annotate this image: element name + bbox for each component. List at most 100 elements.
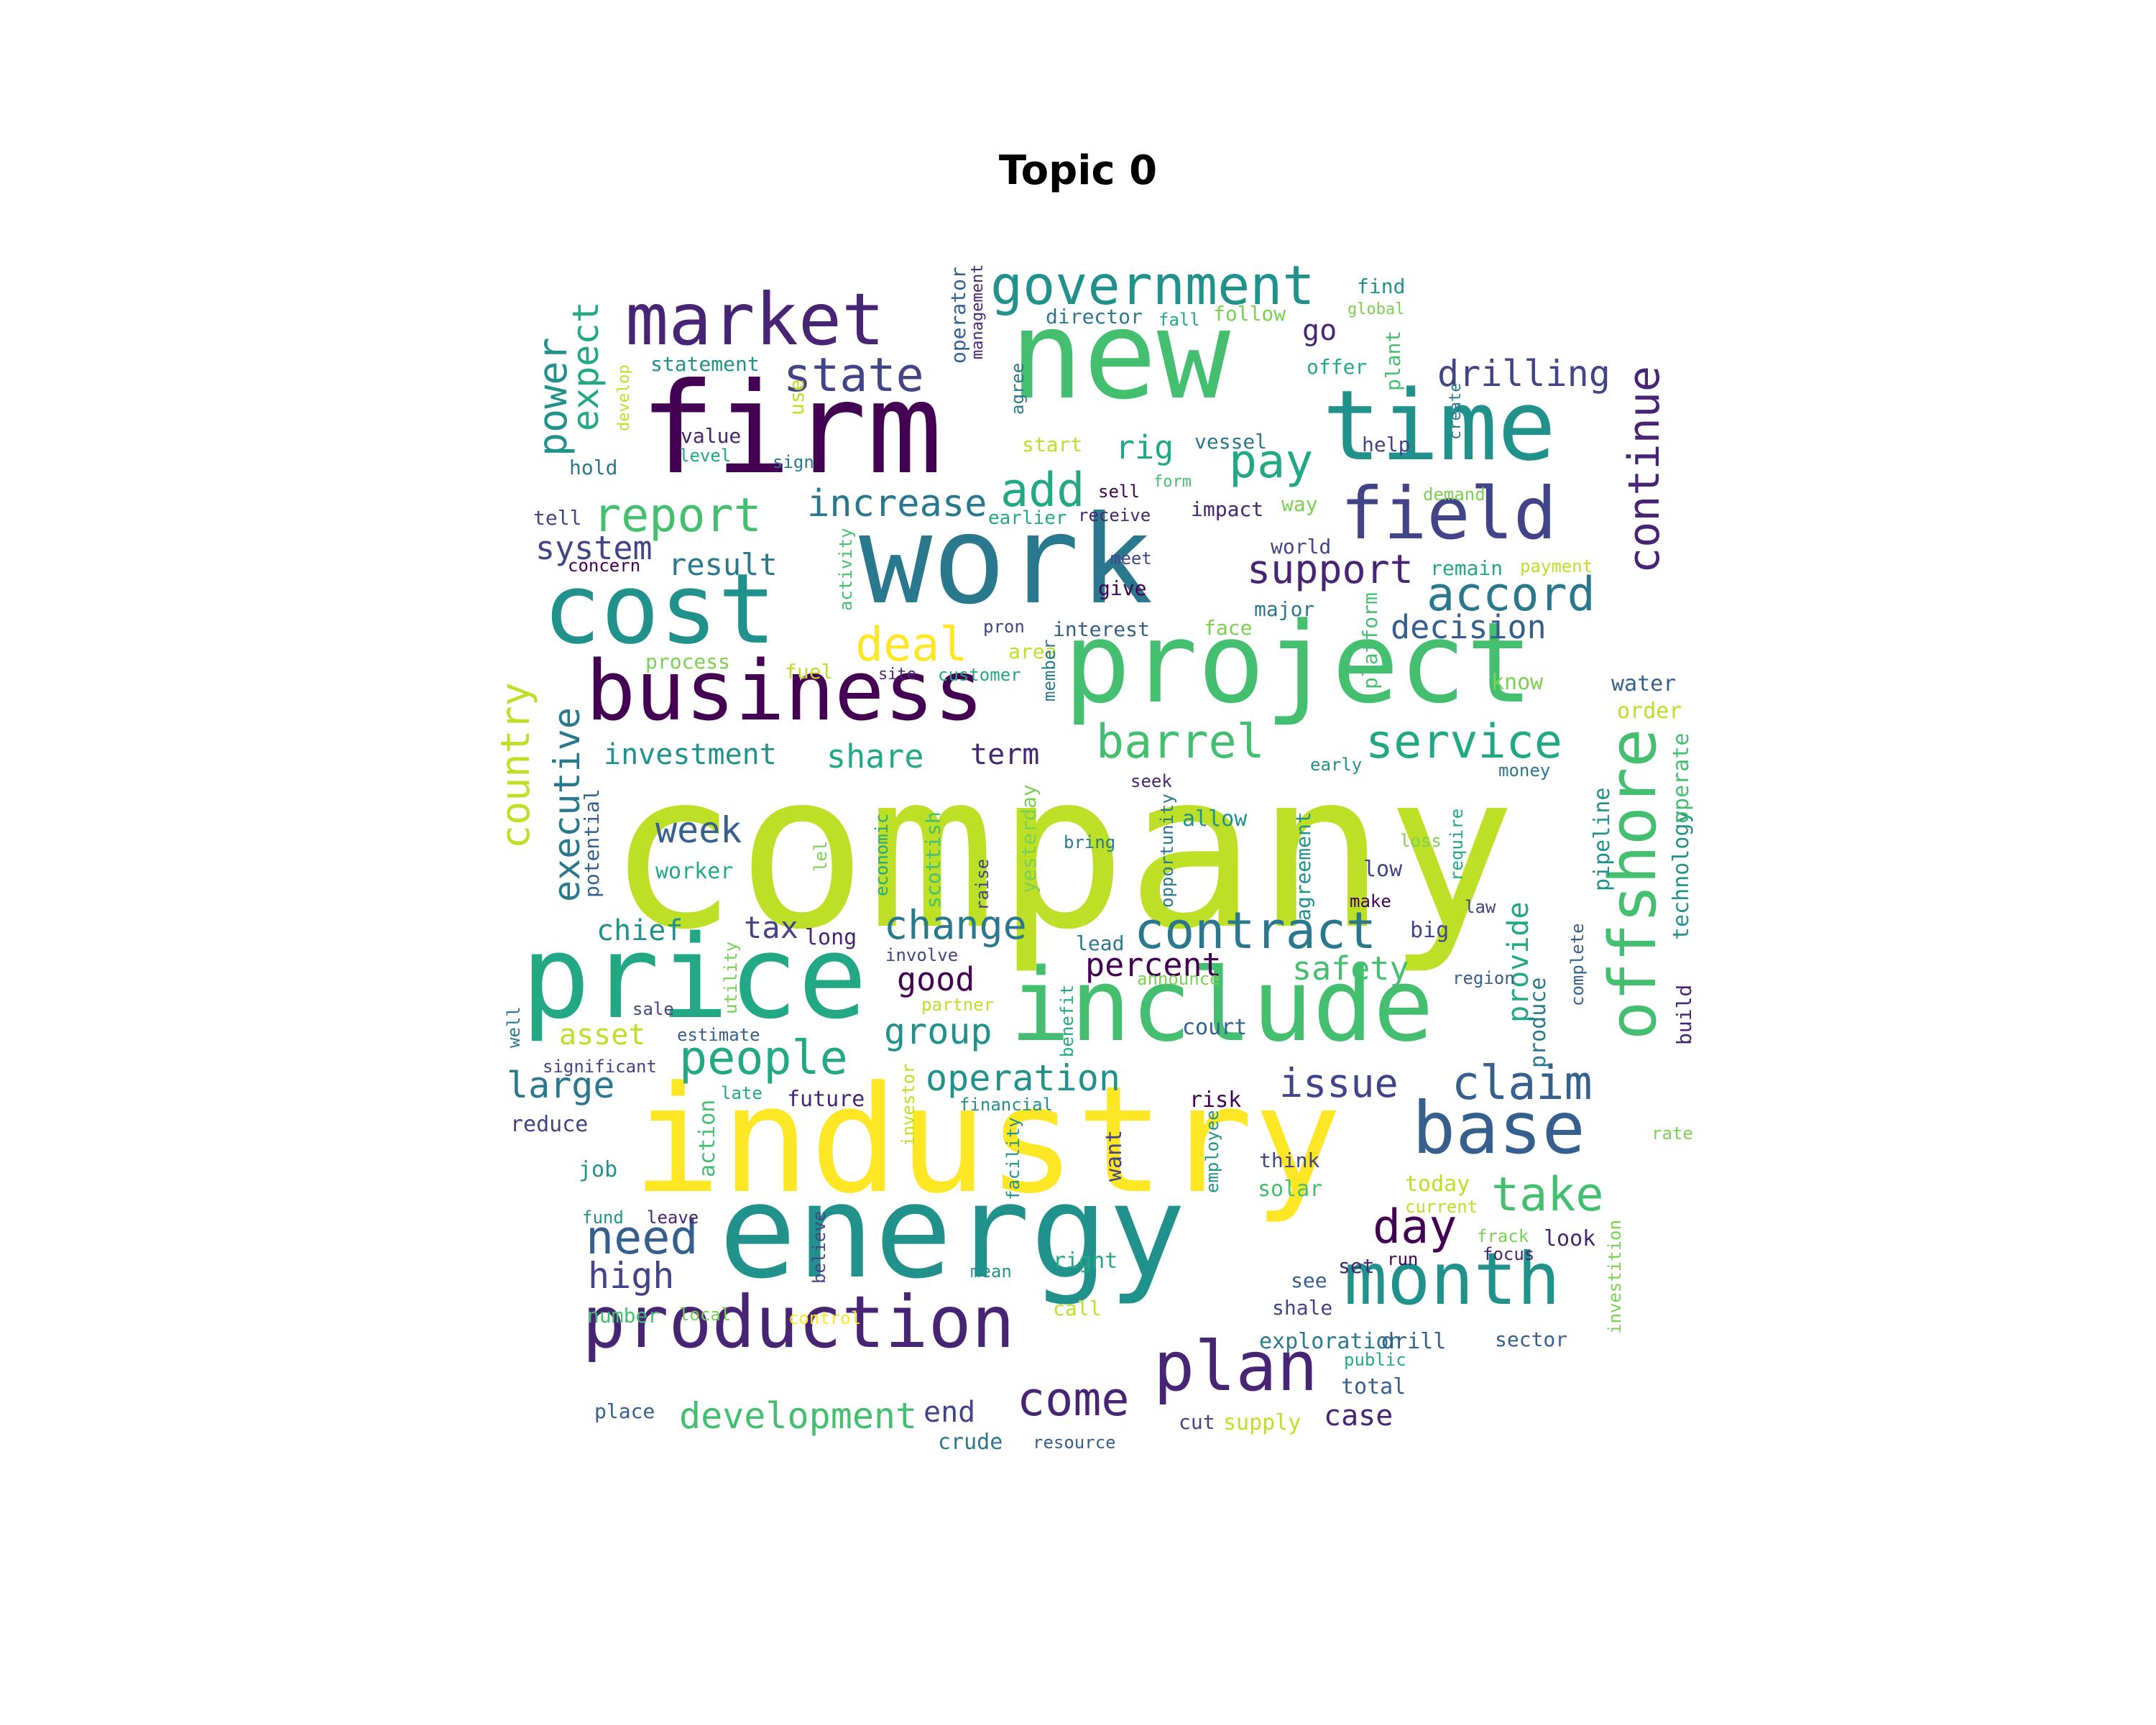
word-tell: tell bbox=[533, 506, 582, 530]
word-region: region bbox=[1452, 968, 1515, 988]
word-accord: accord bbox=[1427, 568, 1595, 622]
word-take: take bbox=[1491, 1168, 1604, 1222]
word-energy: energy bbox=[719, 1157, 1187, 1307]
word-rate: rate bbox=[1651, 1123, 1693, 1144]
word-allow: allow bbox=[1182, 806, 1248, 832]
word-public: public bbox=[1344, 1350, 1406, 1370]
word-water: water bbox=[1611, 671, 1677, 696]
word-decision: decision bbox=[1391, 608, 1547, 646]
word-agree: agree bbox=[1008, 362, 1028, 415]
word-earlier: earlier bbox=[988, 507, 1067, 529]
word-employee: employee bbox=[1202, 1110, 1222, 1194]
word-mean: mean bbox=[970, 1261, 1012, 1282]
word-director: director bbox=[1046, 305, 1143, 328]
word-go: go bbox=[1302, 314, 1337, 347]
word-interest: interest bbox=[1053, 617, 1150, 641]
word-end: end bbox=[923, 1396, 976, 1429]
word-partner: partner bbox=[921, 995, 995, 1015]
word-involve: involve bbox=[885, 945, 959, 965]
word-claim: claim bbox=[1452, 1057, 1593, 1110]
word-law: law bbox=[1465, 897, 1496, 917]
word-value: value bbox=[681, 424, 742, 448]
word-asset: asset bbox=[559, 1018, 646, 1052]
word-customer: customer bbox=[938, 665, 1021, 685]
word-form: form bbox=[1153, 473, 1192, 491]
word-develop: develop bbox=[615, 364, 633, 432]
word-technology: technology bbox=[1669, 810, 1694, 940]
word-work: work bbox=[859, 489, 1153, 632]
word-meet: meet bbox=[1110, 548, 1152, 569]
word-service: service bbox=[1365, 715, 1562, 769]
word-believe: believe bbox=[809, 1210, 829, 1284]
word-local: local bbox=[679, 1305, 732, 1325]
word-pipeline: pipeline bbox=[1590, 787, 1615, 892]
word-court: court bbox=[1182, 1015, 1248, 1040]
word-world: world bbox=[1271, 535, 1332, 558]
word-new: new bbox=[1010, 285, 1231, 427]
word-investition: investition bbox=[1605, 1220, 1625, 1335]
word-fuel: fuel bbox=[785, 660, 834, 684]
word-money: money bbox=[1498, 760, 1551, 781]
word-share: share bbox=[826, 737, 924, 776]
word-fund: fund bbox=[582, 1208, 624, 1228]
word-scottish: scottish bbox=[921, 811, 945, 909]
word-build: build bbox=[1672, 984, 1696, 1045]
word-report: report bbox=[593, 489, 762, 543]
word-come: come bbox=[1017, 1373, 1130, 1427]
word-impact: impact bbox=[1191, 497, 1264, 521]
word-financial: financial bbox=[959, 1095, 1054, 1115]
word-sector: sector bbox=[1495, 1328, 1568, 1351]
word-well: well bbox=[504, 1006, 524, 1048]
word-good: good bbox=[897, 960, 975, 998]
word-base: base bbox=[1412, 1086, 1585, 1170]
word-announce: announce bbox=[1137, 969, 1220, 989]
word-issue: issue bbox=[1279, 1060, 1399, 1106]
word-group: group bbox=[884, 1011, 992, 1052]
word-safety: safety bbox=[1292, 949, 1409, 988]
figure-title: Topic 0 bbox=[998, 147, 1158, 194]
word-look: look bbox=[1544, 1226, 1596, 1251]
word-area: area bbox=[1008, 640, 1057, 663]
word-pron: pron bbox=[983, 617, 1025, 637]
word-focus: focus bbox=[1483, 1244, 1535, 1264]
word-know: know bbox=[1491, 670, 1544, 695]
word-time: time bbox=[1322, 369, 1557, 482]
word-month: month bbox=[1344, 1237, 1561, 1321]
word-seek: seek bbox=[1130, 771, 1172, 791]
word-exploration: exploration bbox=[1259, 1329, 1402, 1354]
word-place: place bbox=[594, 1399, 655, 1423]
word-frack: frack bbox=[1477, 1226, 1529, 1246]
word-sign: sign bbox=[773, 452, 814, 472]
word-statement: statement bbox=[650, 352, 760, 376]
word-global: global bbox=[1348, 300, 1405, 318]
word-big: big bbox=[1410, 918, 1450, 943]
word-industry: industry bbox=[632, 1055, 1342, 1226]
word-investor: investor bbox=[898, 1063, 918, 1147]
word-expect: expect bbox=[565, 301, 607, 431]
word-bring: bring bbox=[1064, 832, 1116, 852]
word-barrel: barrel bbox=[1096, 715, 1265, 769]
word-benefit: benefit bbox=[1057, 984, 1077, 1057]
word-activity: activity bbox=[836, 528, 856, 612]
word-government: government bbox=[990, 254, 1315, 317]
word-change: change bbox=[884, 902, 1027, 948]
word-increase: increase bbox=[807, 482, 987, 525]
word-lead: lead bbox=[1076, 932, 1125, 955]
word-way: way bbox=[1281, 492, 1318, 516]
word-future: future bbox=[787, 1087, 865, 1112]
word-case: case bbox=[1324, 1399, 1393, 1432]
word-add: add bbox=[1000, 464, 1085, 518]
word-face: face bbox=[1204, 616, 1253, 640]
word-high: high bbox=[588, 1255, 675, 1297]
word-job: job bbox=[579, 1157, 618, 1182]
word-start: start bbox=[1022, 433, 1083, 456]
word-think: think bbox=[1259, 1149, 1320, 1172]
word-raise: raise bbox=[972, 858, 992, 911]
word-total: total bbox=[1341, 1374, 1406, 1399]
word-sale: sale bbox=[632, 999, 674, 1019]
word-supply: supply bbox=[1223, 1410, 1302, 1435]
word-operation: operation bbox=[926, 1057, 1120, 1099]
word-solar: solar bbox=[1258, 1177, 1323, 1202]
word-agreement: agreement bbox=[1291, 811, 1315, 921]
word-complete: complete bbox=[1567, 923, 1588, 1007]
